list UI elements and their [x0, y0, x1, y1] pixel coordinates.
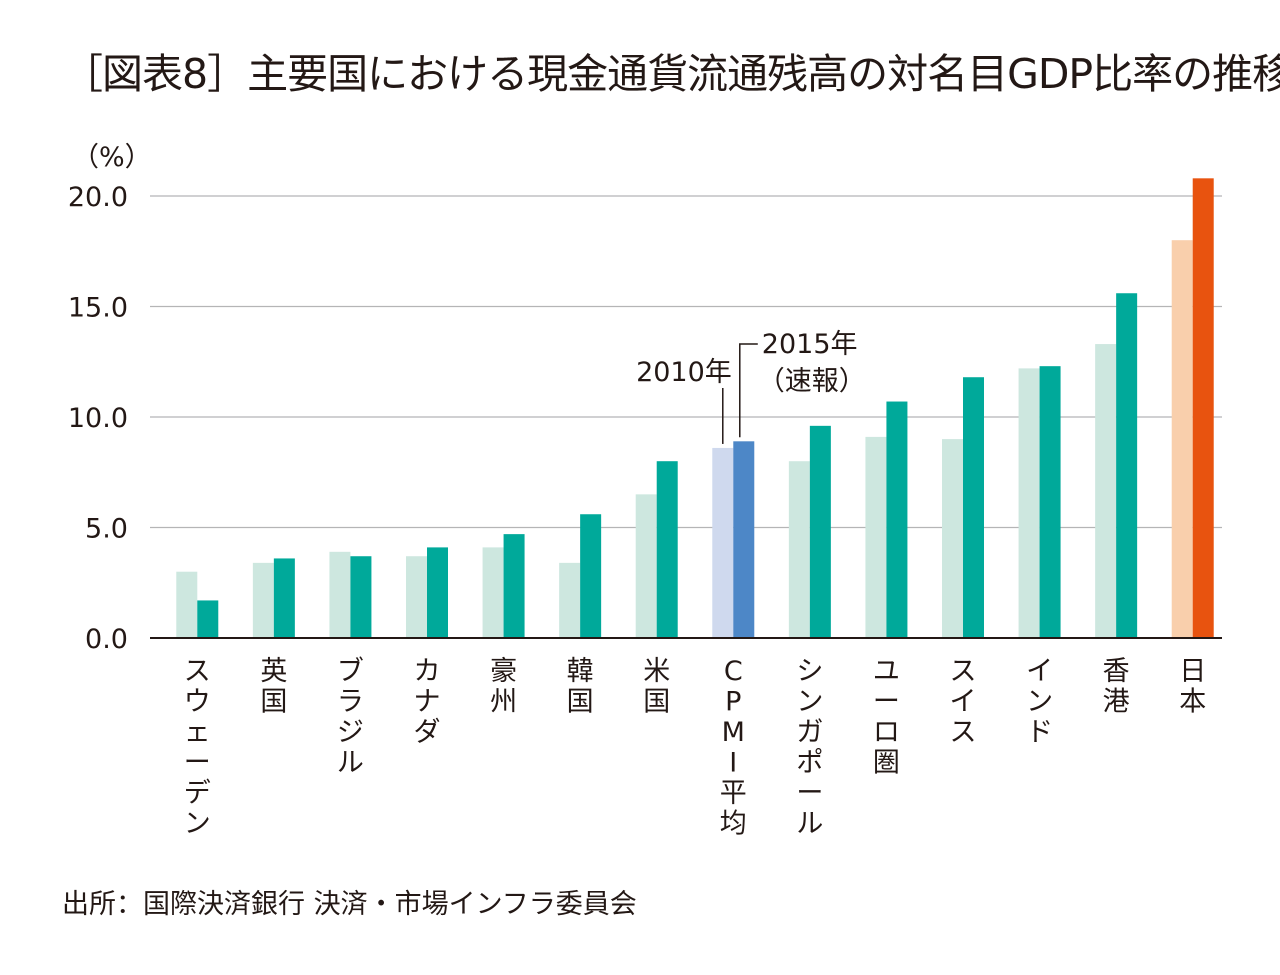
bar-2010 [483, 547, 504, 638]
y-tick-label: 15.0 [68, 293, 128, 324]
x-tick-label: 米国 [643, 656, 670, 718]
source-note: 出所：国際決済銀行 決済・市場インフラ委員会 [62, 882, 637, 921]
x-tick-label: ユーロ圏 [873, 656, 900, 779]
x-tick-label: カナダ [414, 656, 441, 748]
x-tick-label: 日本 [1179, 656, 1206, 718]
bar-2010 [253, 563, 274, 638]
x-tick-label: C P M I 平均 [720, 656, 747, 840]
bar-2015 [657, 461, 678, 638]
y-axis-ticks: 0.0 5.0 10.0 15.0 20.0 [68, 182, 128, 655]
y-tick-label: 5.0 [85, 514, 128, 545]
bar-2010 [942, 439, 963, 638]
bar-2015 [1116, 293, 1137, 638]
x-tick-label: スイス [950, 656, 977, 748]
bar-2010 [789, 461, 810, 638]
bar-2015 [504, 534, 525, 638]
y-tick-label: 0.0 [85, 624, 128, 655]
x-tick-label: 豪州 [490, 656, 517, 718]
bar-2010 [865, 437, 886, 638]
y-tick-label: 20.0 [68, 182, 128, 213]
bar-2015 [580, 514, 601, 638]
x-tick-label: ブラジル [337, 656, 364, 779]
bars [176, 178, 1213, 638]
bar-2010 [559, 563, 580, 638]
annotations: 2010年 2015年 （速報） [636, 329, 866, 444]
bar-2015 [963, 377, 984, 638]
bar-2015 [810, 426, 831, 638]
bar-2010 [712, 448, 733, 638]
bar-2015 [350, 556, 371, 638]
leader-line-2015 [740, 344, 758, 437]
annotation-2015-preliminary: （速報） [758, 366, 866, 397]
bar-2010 [1172, 240, 1193, 638]
bar-2015 [733, 441, 754, 638]
bar-2010 [176, 572, 197, 638]
bar-2010 [636, 494, 657, 638]
annotation-2015: 2015年 [762, 329, 858, 360]
x-tick-label: 韓国 [567, 656, 594, 718]
bar-2010 [329, 552, 350, 638]
y-tick-label: 10.0 [68, 403, 128, 434]
bar-2010 [406, 556, 427, 638]
bar-2015 [886, 402, 907, 638]
x-tick-label: 英国 [260, 656, 287, 718]
bar-chart: （%） 0.0 5.0 10.0 15.0 20.0 スウェーデン 英国 ブラジル カナダ 豪州… [0, 0, 1280, 975]
annotation-2010: 2010年 [636, 357, 732, 388]
bar-2010 [1095, 344, 1116, 638]
bar-2010 [1019, 368, 1040, 638]
x-tick-label: スウェーデン [184, 656, 211, 840]
bar-2015 [197, 600, 218, 638]
bar-2015 [1193, 178, 1214, 638]
x-tick-label: 香港 [1103, 656, 1130, 718]
x-tick-label: シンガポール [796, 656, 823, 840]
bar-2015 [1040, 366, 1061, 638]
bar-2015 [427, 547, 448, 638]
x-tick-label: インド [1026, 656, 1053, 748]
bar-2015 [274, 558, 295, 638]
y-axis-unit-label: （%） [72, 142, 152, 173]
